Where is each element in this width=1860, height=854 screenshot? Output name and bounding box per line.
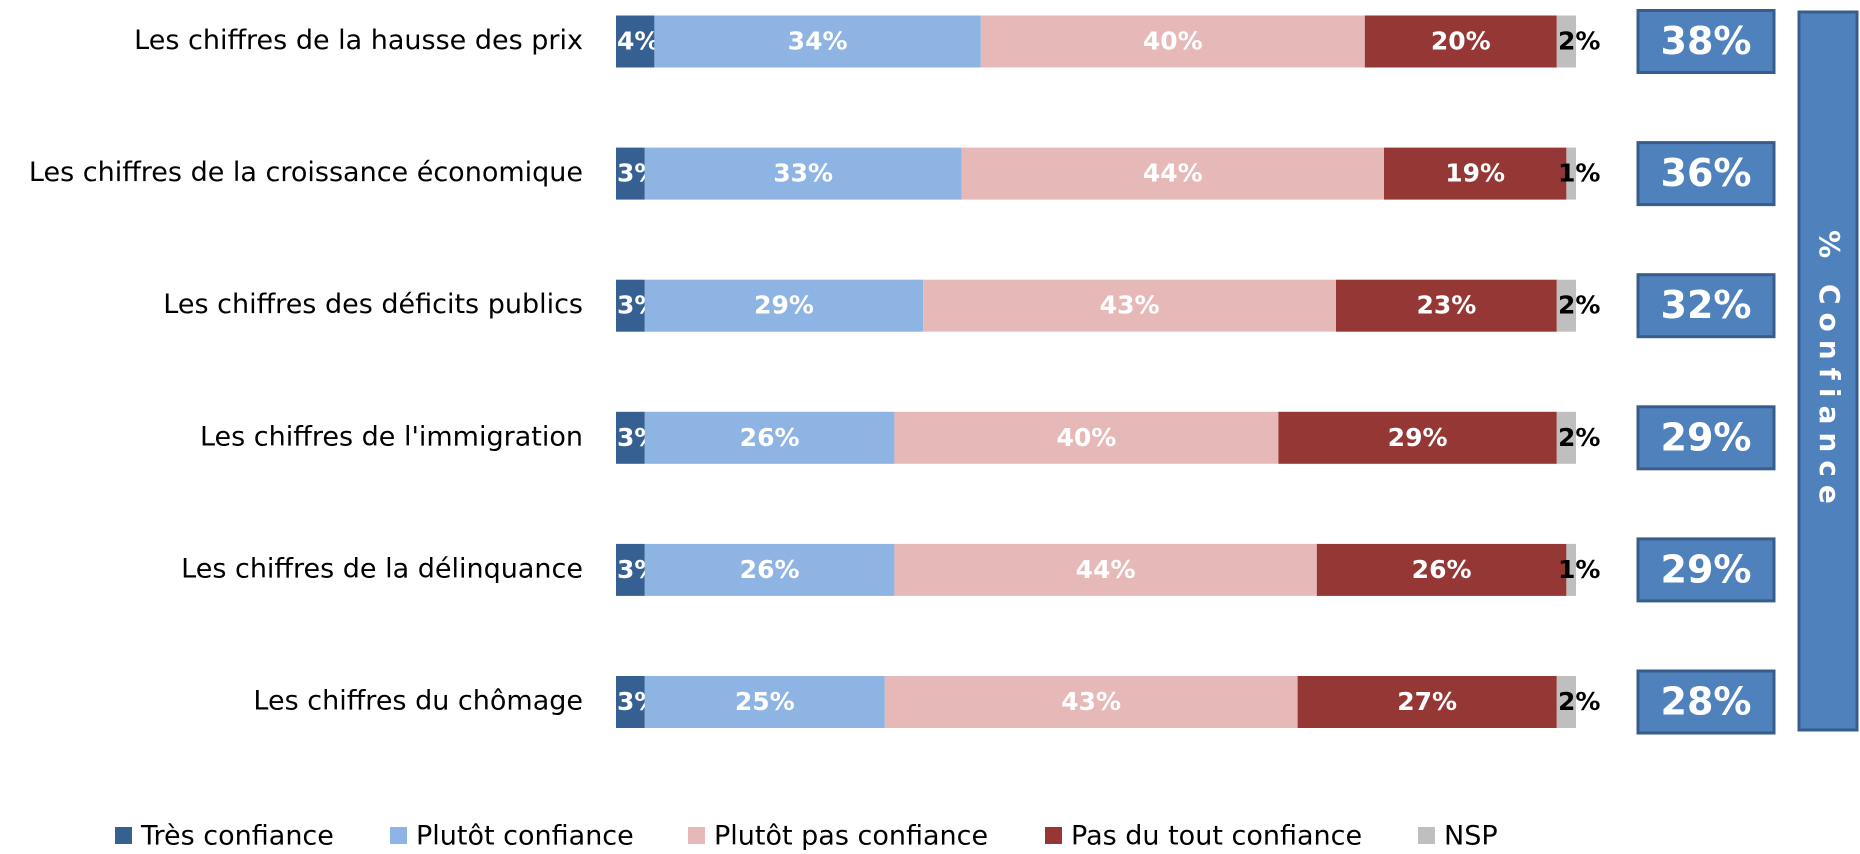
legend-swatch <box>688 827 705 844</box>
bar-segment <box>616 411 645 464</box>
value-label: 2% <box>1558 687 1600 716</box>
value-label: 27% <box>1397 687 1457 716</box>
value-label: 26% <box>740 555 800 584</box>
bar-segment <box>616 15 655 68</box>
bar-segment <box>1336 279 1557 332</box>
value-label: 1% <box>1558 159 1600 188</box>
confidence-value: 38% <box>1661 19 1752 63</box>
confidence-box <box>1636 405 1776 471</box>
bar-segment <box>884 676 1298 728</box>
value-label: 44% <box>1076 555 1136 584</box>
bar-segment <box>980 15 1365 68</box>
category-label: Les chiffres de la croissance économique <box>29 157 583 188</box>
bar-segment <box>654 15 981 68</box>
bar-segment <box>961 147 1384 200</box>
legend-label: Pas du tout confiance <box>1071 821 1362 852</box>
bar-segment <box>1384 147 1567 200</box>
value-label: 33% <box>773 159 833 188</box>
category-label: Les chiffres des déficits publics <box>163 289 583 320</box>
confidence-title: % Confiance <box>1813 230 1846 512</box>
confidence-box <box>1636 669 1776 735</box>
bar-segment <box>1556 15 1576 68</box>
confidence-box <box>1636 273 1776 339</box>
legend-label: Très confiance <box>140 821 334 852</box>
value-label: 4% <box>617 27 659 56</box>
bar-segment <box>894 543 1317 596</box>
confidence-box <box>1636 141 1776 207</box>
category-label: Les chiffres de la délinquance <box>181 553 583 584</box>
value-label: 43% <box>1100 291 1160 320</box>
category-label: Les chiffres de l'immigration <box>200 421 583 452</box>
bar-segment <box>923 279 1336 332</box>
bar-segment <box>644 543 895 596</box>
value-label: 25% <box>735 687 795 716</box>
confidence-panel <box>1797 10 1859 732</box>
bar-segment <box>644 279 924 332</box>
value-label: 2% <box>1558 423 1600 452</box>
legend-label: Plutôt pas confiance <box>714 821 988 852</box>
bar-segment <box>1556 411 1576 464</box>
value-label: 23% <box>1416 291 1476 320</box>
value-label: 26% <box>1412 555 1472 584</box>
value-label: 44% <box>1143 159 1203 188</box>
bar-segment <box>644 147 962 200</box>
value-label: 29% <box>754 291 814 320</box>
confidence-value: 29% <box>1661 415 1752 459</box>
bar-segment <box>1566 147 1576 200</box>
bar-segment <box>1297 676 1557 728</box>
bar-segment <box>616 543 645 596</box>
bar-segment <box>1316 543 1567 596</box>
confidence-value: 28% <box>1661 680 1752 724</box>
bar-segment <box>1556 676 1576 728</box>
value-label: 1% <box>1558 555 1600 584</box>
bar-segment <box>1566 543 1576 596</box>
confidence-value: 29% <box>1661 547 1752 591</box>
bar-segment <box>1364 15 1557 68</box>
bar-segment <box>1278 411 1557 464</box>
value-label: 26% <box>740 423 800 452</box>
value-label: 40% <box>1056 423 1116 452</box>
legend-swatch <box>1045 827 1062 844</box>
value-label: 29% <box>1388 423 1448 452</box>
bar-segment <box>644 676 885 728</box>
legend-swatch <box>1418 827 1435 844</box>
bar-segment <box>894 411 1279 464</box>
value-label: 2% <box>1558 291 1600 320</box>
bar-segment <box>616 676 645 728</box>
bar-segment <box>616 147 645 200</box>
value-label: 43% <box>1061 687 1121 716</box>
category-label: Les chiffres du chômage <box>253 686 583 717</box>
legend-swatch <box>390 827 407 844</box>
legend-label: Plutôt confiance <box>416 821 634 852</box>
value-label: 20% <box>1431 27 1491 56</box>
bar-segment <box>1556 279 1576 332</box>
confidence-box <box>1636 9 1776 74</box>
value-label: 2% <box>1558 27 1600 56</box>
confidence-box <box>1636 537 1776 603</box>
value-label: 34% <box>788 27 848 56</box>
value-label: 19% <box>1445 159 1505 188</box>
legend-label: NSP <box>1444 821 1498 852</box>
legend-swatch <box>115 827 132 844</box>
category-label: Les chiffres de la hausse des prix <box>134 25 583 56</box>
value-label: 40% <box>1143 27 1203 56</box>
bar-segment <box>644 411 895 464</box>
confidence-value: 36% <box>1661 151 1752 195</box>
bar-segment <box>616 279 645 332</box>
confidence-value: 32% <box>1661 283 1752 327</box>
